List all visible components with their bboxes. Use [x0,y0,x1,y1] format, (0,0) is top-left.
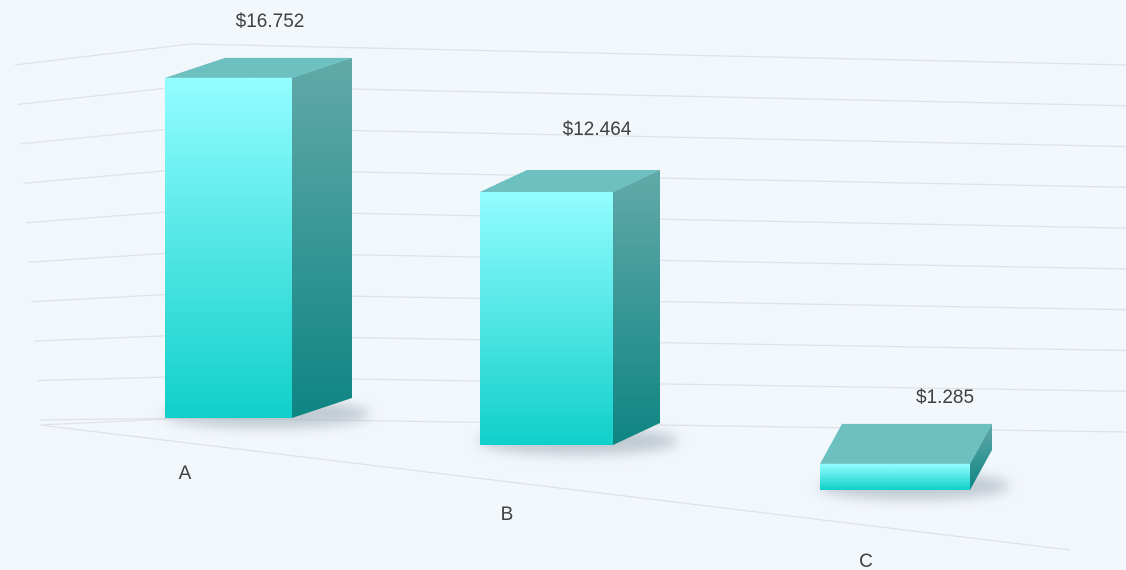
x-tick-label: B [501,504,514,525]
bar-side [970,423,992,490]
floor-edge [39,417,191,426]
grid-line [14,43,1126,66]
x-tick-label: A [179,463,192,484]
bar-top [820,423,992,464]
data-label: $16.752 [236,11,305,32]
x-tick-label: C [859,551,873,570]
bar-top [165,57,352,78]
bar [165,77,292,419]
floor-edge [39,424,1071,551]
bar-side [292,57,352,419]
bar [480,191,613,445]
data-label: $12.464 [563,119,632,140]
bar-side [613,169,660,445]
bar [820,463,970,490]
bar-top [480,169,660,192]
data-label: $1.285 [916,387,974,408]
